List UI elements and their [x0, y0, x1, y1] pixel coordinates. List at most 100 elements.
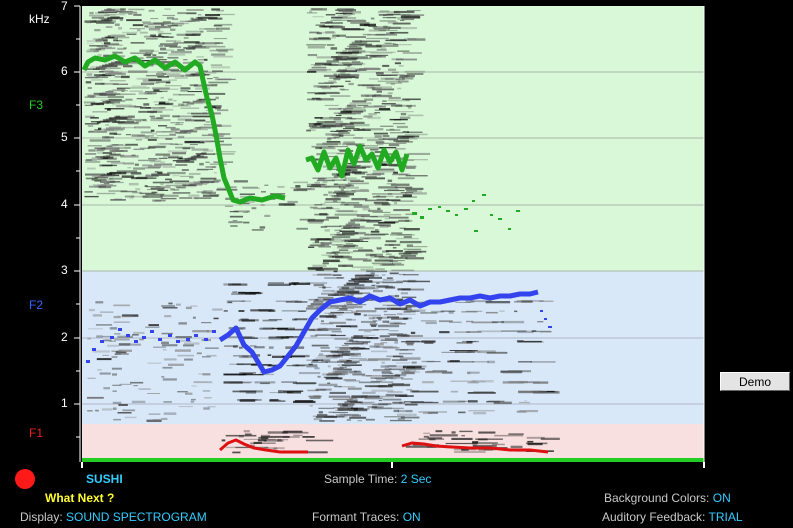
- spectro-streak: [385, 43, 396, 45]
- spectro-streak: [294, 318, 319, 320]
- demo-button[interactable]: Demo: [720, 372, 790, 391]
- spectro-streak: [129, 197, 134, 200]
- spectro-streak: [100, 180, 115, 183]
- spectro-streak: [270, 193, 286, 195]
- spectro-streak: [207, 78, 213, 80]
- spectro-streak: [358, 249, 373, 251]
- spectro-streak: [174, 181, 194, 185]
- spectro-streak: [195, 42, 205, 45]
- spectro-streak: [338, 186, 346, 189]
- spectro-streak: [156, 61, 175, 64]
- spectro-streak: [386, 13, 401, 16]
- spectro-streak: [315, 334, 336, 336]
- spectro-streak: [389, 255, 395, 259]
- spectro-streak: [148, 145, 166, 149]
- spectro-streak: [103, 339, 112, 342]
- spectro-streak: [91, 178, 107, 181]
- formant-traces-value[interactable]: ON: [402, 510, 421, 524]
- spectro-streak: [517, 330, 534, 334]
- spectro-streak: [243, 430, 250, 433]
- spectro-streak: [333, 73, 337, 76]
- spectro-streak: [442, 371, 453, 374]
- spectro-streak: [307, 188, 315, 191]
- spectro-streak: [315, 357, 338, 359]
- spectro-streak: [212, 70, 223, 73]
- spectro-streak: [138, 388, 151, 390]
- spectro-streak: [324, 22, 343, 24]
- spectro-streak: [306, 307, 319, 310]
- spectro-streak: [161, 376, 165, 378]
- y-tick-2: 2: [61, 330, 68, 344]
- spectro-streak: [389, 31, 409, 34]
- spectro-streak: [343, 245, 359, 247]
- spectro-streak: [341, 28, 361, 31]
- spectro-streak: [392, 401, 403, 404]
- display-value[interactable]: SOUND SPECTROGRAM: [66, 510, 207, 524]
- spectro-streak: [407, 38, 426, 41]
- spectro-streak: [539, 300, 554, 302]
- spectro-streak: [85, 115, 95, 118]
- spectro-streak: [357, 420, 363, 422]
- spectro-streak: [345, 318, 352, 321]
- spectro-streak: [293, 400, 316, 403]
- spectro-streak: [383, 314, 396, 316]
- spectro-streak: [94, 129, 100, 131]
- spectro-streak: [333, 270, 338, 273]
- spectro-streak: [157, 189, 169, 191]
- record-button[interactable]: [15, 469, 35, 489]
- spectro-streak: [325, 377, 343, 380]
- spectro-streak: [393, 165, 401, 167]
- spectro-streak: [200, 30, 204, 33]
- spectro-streak: [468, 410, 495, 412]
- spectro-streak: [405, 257, 425, 260]
- spectro-streak: [316, 238, 330, 240]
- spectro-streak: [348, 280, 355, 282]
- spectro-streak: [293, 188, 308, 192]
- display-setting: Display: SOUND SPECTROGRAM: [20, 510, 207, 524]
- spectro-streak: [514, 310, 518, 313]
- spectro-streak: [397, 137, 409, 139]
- spectro-streak: [337, 149, 349, 151]
- spectro-streak: [395, 148, 406, 150]
- spectro-streak: [351, 41, 368, 45]
- what-next-prompt[interactable]: What Next ?: [45, 491, 115, 505]
- spectro-streak: [355, 76, 359, 79]
- spectro-streak: [369, 345, 380, 348]
- spectro-streak: [404, 133, 428, 136]
- spectro-streak: [388, 138, 397, 141]
- spectro-streak: [330, 85, 344, 88]
- spectro-streak: [377, 142, 384, 146]
- auditory-feedback-value[interactable]: TRIAL: [708, 510, 743, 524]
- spectro-streak: [386, 199, 401, 201]
- spectro-streak: [371, 284, 376, 286]
- spectro-streak: [354, 172, 366, 175]
- spectro-streak: [314, 204, 323, 206]
- spectro-streak: [519, 410, 538, 412]
- spectro-streak: [338, 132, 350, 134]
- spectro-streak: [85, 173, 105, 176]
- spectro-streak: [338, 108, 354, 110]
- spectro-streak: [188, 194, 200, 197]
- spectro-streak: [510, 445, 523, 449]
- spectro-streak: [161, 305, 176, 307]
- spectro-streak: [192, 100, 205, 103]
- spectro-streak: [378, 318, 382, 321]
- spectro-streak: [442, 400, 466, 403]
- spectro-streak: [494, 434, 524, 437]
- spectro-streak: [382, 138, 398, 140]
- spectro-streak: [351, 395, 368, 397]
- y-tick-3: 3: [61, 263, 68, 277]
- spectro-streak: [328, 191, 333, 194]
- spectro-streak: [92, 350, 110, 353]
- sample-time-value[interactable]: 2 Sec: [400, 472, 432, 486]
- spectro-streak: [450, 390, 458, 393]
- background-colors-value[interactable]: ON: [712, 491, 731, 505]
- spectro-streak: [113, 133, 122, 135]
- spectro-streak: [186, 12, 197, 15]
- spectro-streak: [471, 321, 497, 323]
- spectro-streak: [221, 439, 226, 442]
- spectro-streak: [155, 153, 171, 156]
- spectro-streak: [373, 329, 390, 331]
- spectro-streak: [167, 150, 187, 153]
- spectro-streak: [340, 110, 352, 114]
